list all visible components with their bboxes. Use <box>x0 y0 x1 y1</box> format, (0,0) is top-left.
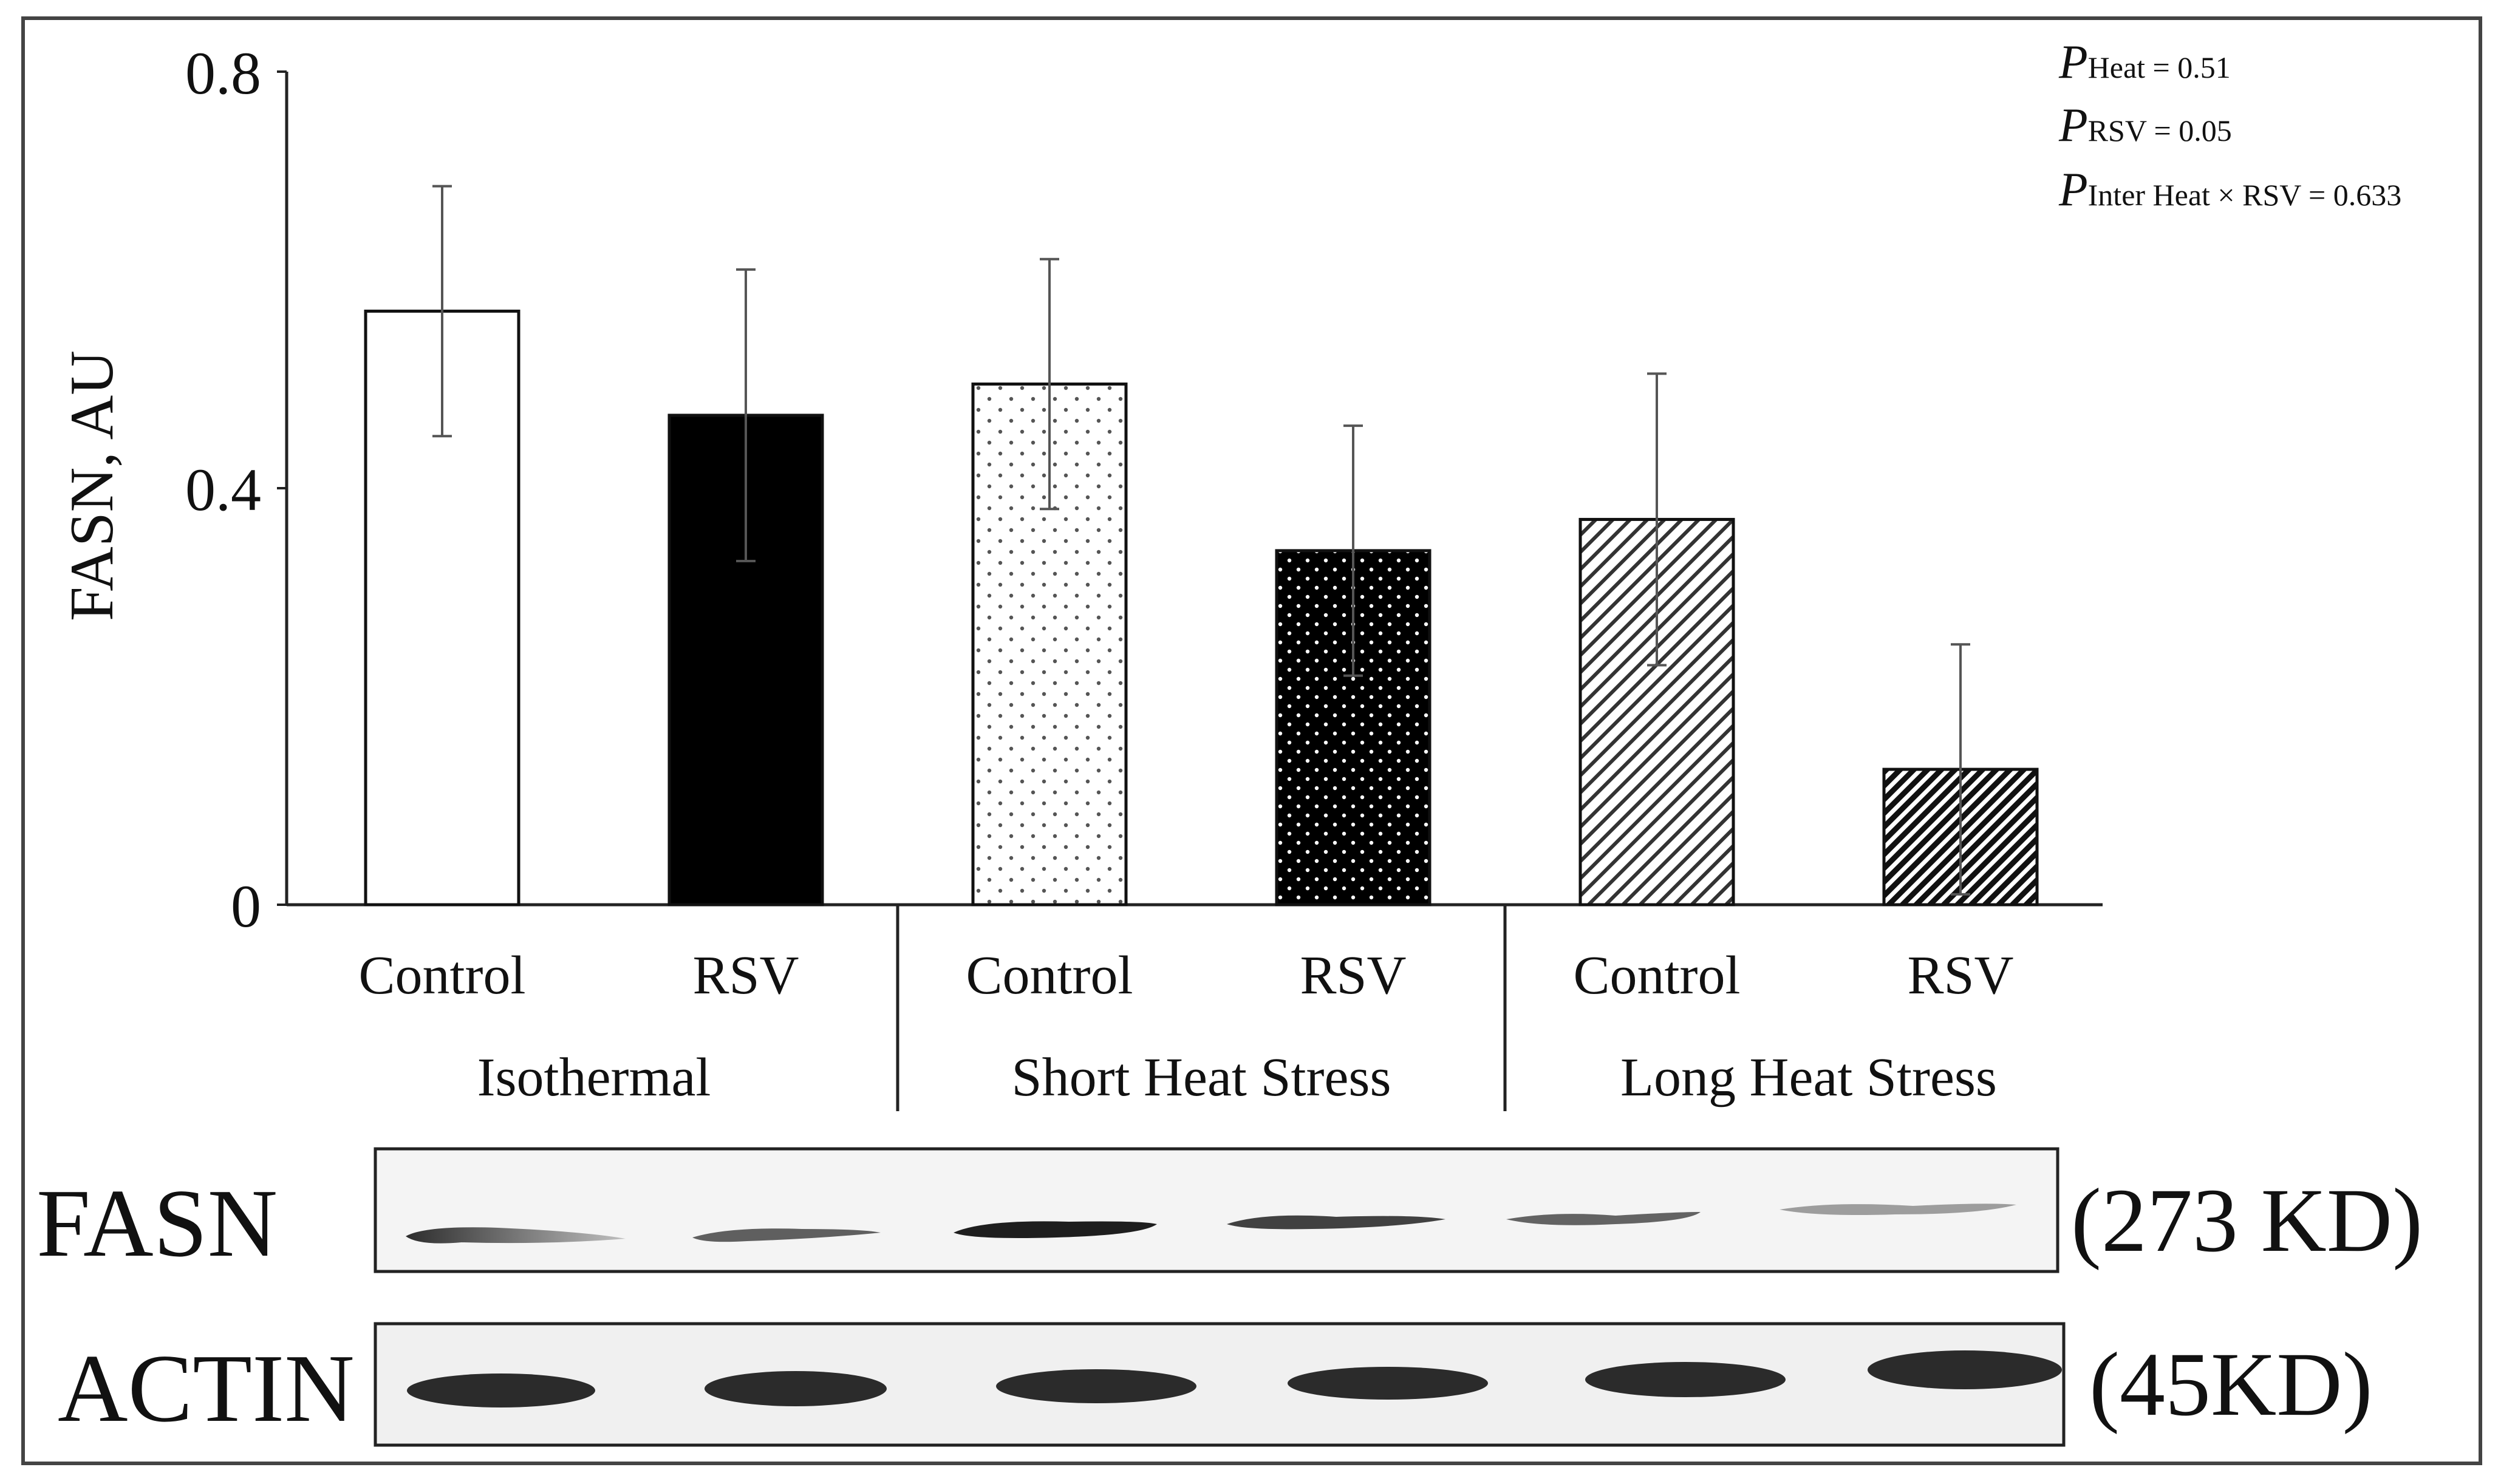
x-tick-label: RSV <box>692 945 799 1006</box>
x-tick-label: Control <box>358 945 525 1006</box>
blot-frame <box>374 1147 2059 1273</box>
x-tick-label: Control <box>966 945 1133 1006</box>
error-bar <box>1951 643 1970 896</box>
p-symbol: P <box>2058 98 2088 151</box>
p-value-text: PHeat = 0.51 <box>2058 35 2231 88</box>
error-bar <box>736 268 756 563</box>
band <box>1780 1203 2016 1215</box>
band <box>705 1371 887 1406</box>
y-axis: 0 0.4 0.8 FASN, AU <box>58 39 288 940</box>
band <box>996 1369 1196 1403</box>
x-tick-label: Control <box>1573 945 1740 1006</box>
band <box>692 1228 881 1242</box>
p-value: = 0.05 <box>2146 114 2232 148</box>
y-axis-label: FASN, AU <box>58 350 126 621</box>
blot-size: (45KD) <box>2089 1334 2373 1435</box>
band <box>407 1373 595 1407</box>
p-value-text: PRSV = 0.05 <box>2058 98 2232 151</box>
group-label: Long Heat Stress <box>1620 1047 1997 1108</box>
p-subscript: RSV <box>2088 114 2147 148</box>
blot-size: (273 KD) <box>2071 1170 2423 1271</box>
bar-chart: 0 0.4 0.8 FASN, AU Control RSV Control RSV Con… <box>58 35 2401 1111</box>
y-tick-label: 0.8 <box>185 39 261 107</box>
p-symbol: P <box>2058 163 2088 216</box>
fasn-bands <box>406 1203 2016 1244</box>
band <box>1506 1212 1701 1225</box>
band <box>1288 1367 1488 1400</box>
error-bar <box>1647 372 1667 667</box>
x-tick-label: RSV <box>1300 945 1406 1006</box>
blot-label: FASN <box>36 1169 278 1277</box>
band <box>1868 1350 2062 1389</box>
blot-fasn: FASN (273 KD) <box>36 1147 2423 1277</box>
group-label: Short Heat Stress <box>1012 1047 1391 1108</box>
band <box>1227 1215 1445 1230</box>
band <box>1585 1362 1786 1397</box>
p-value: = 0.51 <box>2145 50 2231 84</box>
p-value: = 0.633 <box>2301 178 2402 212</box>
p-subscript: Heat <box>2088 50 2145 84</box>
y-tick-label: 0.4 <box>185 456 261 523</box>
actin-bands <box>407 1350 2062 1407</box>
group-label: Isothermal <box>477 1047 711 1108</box>
p-value-text: PInter Heat × RSV = 0.633 <box>2058 163 2401 216</box>
blot-label: ACTIN <box>58 1334 355 1442</box>
band <box>406 1227 626 1244</box>
error-bar <box>432 185 452 438</box>
error-bar <box>1040 257 1059 511</box>
p-symbol: P <box>2058 35 2088 88</box>
y-tick-label: 0 <box>231 873 261 940</box>
outer-border <box>21 16 2482 1465</box>
blot-frame <box>374 1322 2066 1447</box>
error-bar <box>1343 424 1363 677</box>
x-tick-label: RSV <box>1907 945 2013 1006</box>
blot-actin: ACTIN (45KD) <box>58 1322 2373 1447</box>
p-subscript: Inter Heat × RSV <box>2088 178 2302 212</box>
band <box>954 1221 1157 1238</box>
